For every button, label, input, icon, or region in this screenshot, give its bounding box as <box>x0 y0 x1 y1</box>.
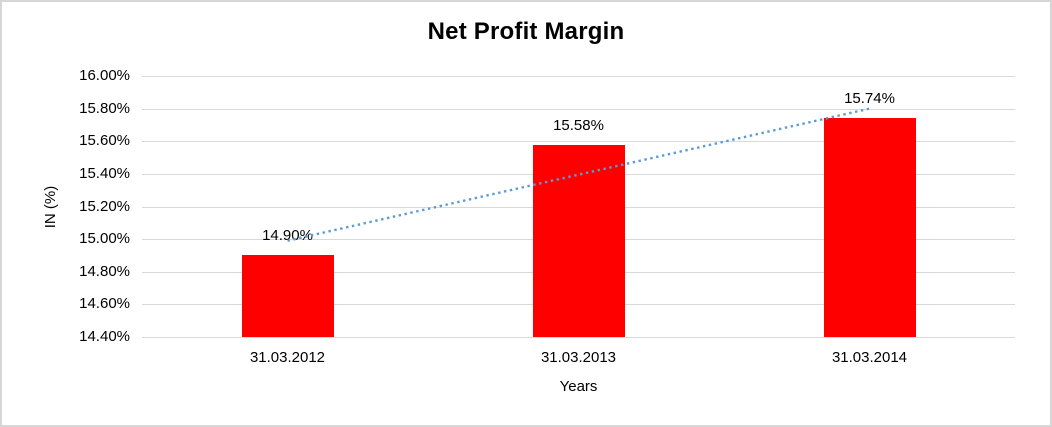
bar-data-label: 15.74% <box>844 90 895 108</box>
y-tick-label: 14.40% <box>79 328 130 345</box>
bar-data-label: 14.90% <box>262 227 313 245</box>
x-tick-label: 31.03.2014 <box>831 349 908 366</box>
y-tick-label: 15.20% <box>79 197 130 215</box>
chart-title: Net Profit Margin <box>427 18 625 45</box>
x-tick-label: 31.03.2013 <box>540 349 617 366</box>
x-tick-label: 31.03.2012 <box>249 349 326 366</box>
gridline <box>142 76 1015 77</box>
gridline <box>142 337 1015 338</box>
y-tick-label: 16.00% <box>79 67 130 84</box>
y-tick-label: 15.80% <box>79 99 130 117</box>
y-tick-label: 14.80% <box>79 262 130 280</box>
bar-data-label: 15.58% <box>553 116 604 134</box>
x-axis-title: Years <box>559 378 598 395</box>
bar <box>532 144 625 337</box>
y-tick-label: 15.40% <box>79 164 130 182</box>
bar <box>823 118 916 337</box>
plot-area <box>142 76 1015 338</box>
gridline <box>142 108 1015 110</box>
bar <box>241 255 334 337</box>
y-tick-label: 15.00% <box>79 230 130 248</box>
y-tick-label: 15.60% <box>79 132 130 150</box>
y-tick-label: 14.60% <box>79 295 130 313</box>
